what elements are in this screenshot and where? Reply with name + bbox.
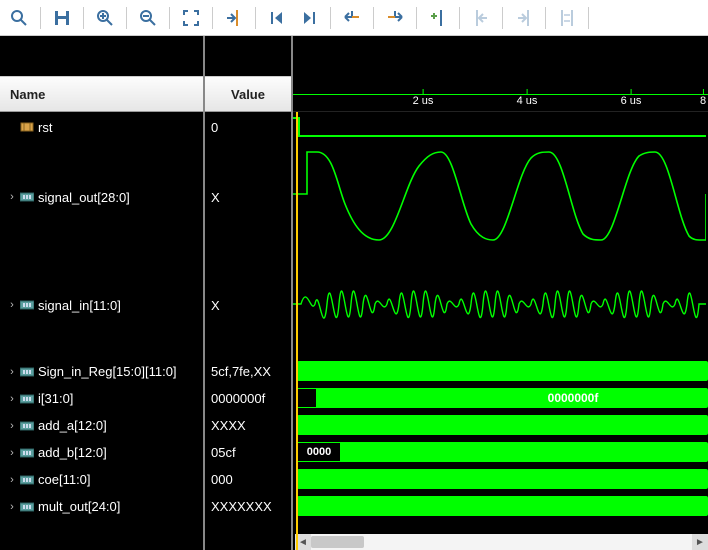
signal-value: X — [205, 252, 291, 358]
time-tick: 6 us — [621, 95, 642, 107]
bus-label-i: 0000000f — [548, 391, 599, 405]
signal-icon — [20, 447, 34, 459]
name-header: Name — [0, 76, 203, 112]
scroll-thumb[interactable] — [311, 536, 364, 548]
waveform-rst — [293, 114, 708, 140]
next-marker-icon — [509, 3, 539, 33]
signal-value: 0000000f — [205, 385, 291, 412]
signal-icon — [20, 121, 34, 133]
signal-icon — [20, 501, 34, 513]
bus-label-add-b-init: 0000 — [297, 442, 341, 462]
value-header: Value — [205, 76, 291, 112]
waveform-area[interactable]: 0000000f 0000 — [293, 112, 708, 550]
signal-value: 0 — [205, 112, 291, 142]
signal-row[interactable]: › signal_out[28:0] — [0, 142, 203, 252]
zoom-fit-icon[interactable] — [176, 3, 206, 33]
signal-label: Sign_in_Reg[15:0][11:0] — [38, 364, 177, 379]
main-area: Name rst › signal_out[28:0] › signal_in[11:0… — [0, 36, 708, 550]
waveform-mult_out — [297, 496, 708, 516]
signal-row[interactable]: › add_b[12:0] — [0, 439, 203, 466]
signal-icon — [20, 420, 34, 432]
scroll-track[interactable] — [311, 534, 692, 550]
signal-icon — [20, 393, 34, 405]
signal-label: rst — [38, 120, 52, 135]
time-tick: 8 — [700, 95, 706, 107]
signal-row[interactable]: › add_a[12:0] — [0, 412, 203, 439]
signal-value: 5cf,7fe,XX — [205, 358, 291, 385]
save-icon[interactable] — [47, 3, 77, 33]
expand-icon[interactable]: › — [6, 299, 18, 311]
time-cursor[interactable] — [296, 112, 298, 550]
signal-row[interactable]: › i[31:0] — [0, 385, 203, 412]
name-column: Name rst › signal_out[28:0] › signal_in[11:0… — [0, 36, 205, 550]
signal-row[interactable]: › coe[11:0] — [0, 466, 203, 493]
signal-icon — [20, 191, 34, 203]
prev-trans-icon[interactable] — [337, 3, 367, 33]
signal-label: signal_out[28:0] — [38, 190, 130, 205]
time-ruler[interactable]: 2 us 4 us 6 us 8 — [293, 76, 708, 112]
waveform-i — [297, 388, 708, 408]
waveform-signal-out — [293, 144, 708, 248]
signal-label: mult_out[24:0] — [38, 499, 120, 514]
signal-row[interactable]: › Sign_in_Reg[15:0][11:0] — [0, 358, 203, 385]
expand-icon[interactable]: › — [6, 366, 18, 378]
signal-icon — [20, 366, 34, 378]
signal-label: signal_in[11:0] — [38, 298, 121, 313]
waveform-coe — [297, 469, 708, 489]
toolbar — [0, 0, 708, 36]
signal-label: add_b[12:0] — [38, 445, 107, 460]
horizontal-scrollbar[interactable]: ◄ ► — [295, 534, 708, 550]
search-icon[interactable] — [4, 3, 34, 33]
expand-icon[interactable]: › — [6, 447, 18, 459]
signal-value: 05cf — [205, 439, 291, 466]
signal-value: XXXX — [205, 412, 291, 439]
time-tick: 4 us — [517, 95, 538, 107]
signal-row[interactable]: › mult_out[24:0] — [0, 493, 203, 520]
waveform-column[interactable]: 2 us 4 us 6 us 8 0000000f 0000 — [293, 36, 708, 550]
expand-icon[interactable]: › — [6, 420, 18, 432]
expand-icon[interactable]: › — [6, 501, 18, 513]
waveform-signal-in — [293, 254, 708, 354]
prev-marker-icon — [466, 3, 496, 33]
goto-end-icon[interactable] — [294, 3, 324, 33]
expand-icon[interactable]: › — [6, 191, 18, 203]
signal-label: i[31:0] — [38, 391, 73, 406]
goto-cursor-icon[interactable] — [219, 3, 249, 33]
signal-value: 000 — [205, 466, 291, 493]
signal-label: coe[11:0] — [38, 472, 91, 487]
swap-markers-icon — [552, 3, 582, 33]
value-column: Value 0XX5cf,7fe,XX0000000fXXXX05cf000XX… — [205, 36, 293, 550]
goto-start-icon[interactable] — [262, 3, 292, 33]
signal-value: X — [205, 142, 291, 252]
next-trans-icon[interactable] — [380, 3, 410, 33]
time-tick: 2 us — [413, 95, 434, 107]
zoom-out-icon[interactable] — [133, 3, 163, 33]
signal-label: add_a[12:0] — [38, 418, 107, 433]
expand-icon[interactable]: › — [6, 393, 18, 405]
add-marker-icon[interactable] — [423, 3, 453, 33]
signal-icon — [20, 299, 34, 311]
waveform-sign_in_reg — [297, 361, 708, 381]
signal-row[interactable]: rst — [0, 112, 203, 142]
scroll-right-icon[interactable]: ► — [692, 534, 708, 550]
signal-icon — [20, 474, 34, 486]
waveform-add_b — [297, 442, 708, 462]
signal-value: XXXXXXX — [205, 493, 291, 520]
zoom-in-icon[interactable] — [90, 3, 120, 33]
expand-icon[interactable]: › — [6, 474, 18, 486]
waveform-add_a — [297, 415, 708, 435]
signal-row[interactable]: › signal_in[11:0] — [0, 252, 203, 358]
